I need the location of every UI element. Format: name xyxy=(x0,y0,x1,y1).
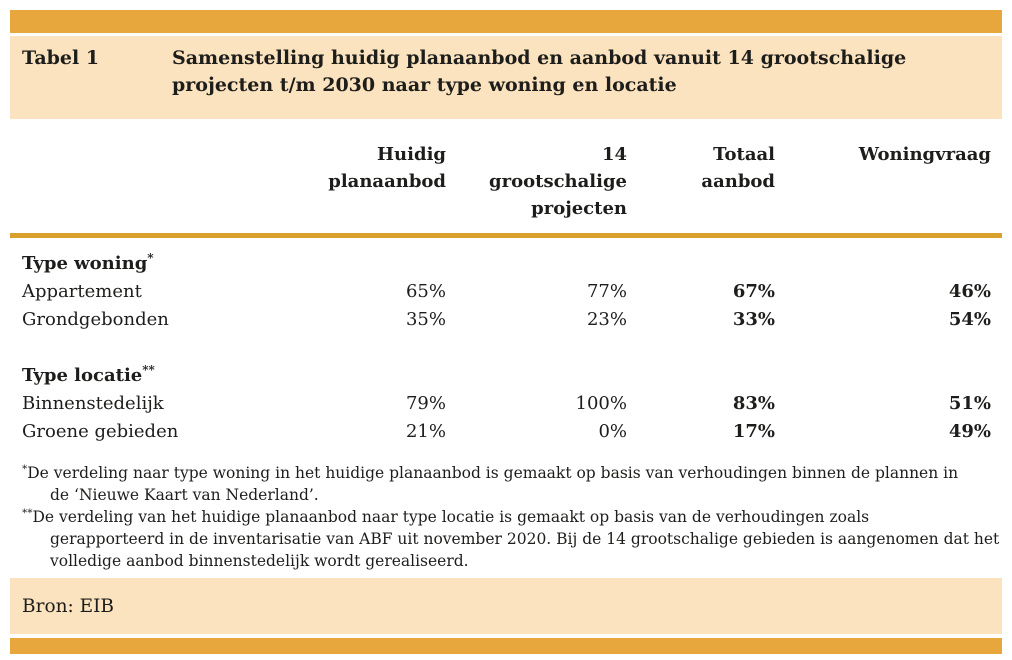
footnote-2: **De verdeling van het huidige planaanbo… xyxy=(22,506,1000,570)
section-gap xyxy=(10,334,1002,362)
header-divider-rule xyxy=(10,233,1002,238)
cell-value: 67% xyxy=(732,281,775,302)
empty-header-cell xyxy=(22,141,266,222)
footnote-1: *De verdeling naar type woning in het hu… xyxy=(22,462,959,504)
cell-value: 100% xyxy=(575,393,627,414)
column-header-14-grootschalige-projecten: 14 grootschalige projecten xyxy=(489,144,627,219)
section-header-row: Type woning* xyxy=(10,250,1002,278)
cell-value: 77% xyxy=(586,281,627,302)
table-title-line-2: projecten t/m 2030 naar type woning en l… xyxy=(172,74,677,96)
table-title-band: Tabel 1 Samenstelling huidig planaanbod … xyxy=(10,36,1002,119)
cell-value: 35% xyxy=(405,309,446,330)
table-number-label: Tabel 1 xyxy=(22,47,100,69)
row-label-grondgebonden: Grondgebonden xyxy=(22,309,169,330)
table-title-line-1: Samenstelling huidig planaanbod en aanbo… xyxy=(172,47,907,69)
table-row: Appartement 65% 77% 67% 46% xyxy=(10,278,1002,306)
column-header-totaal-aanbod: Totaal aanbod xyxy=(701,144,775,192)
source-band: Bron: EIB xyxy=(10,578,1002,634)
column-header-woningvraag: Woningvraag xyxy=(858,144,991,165)
cell-value: 46% xyxy=(948,281,991,302)
table-body: Type woning* Appartement 65% 77% 67% 46%… xyxy=(10,250,1002,446)
section-header-row: Type locatie** xyxy=(10,362,1002,390)
section-label-type-locatie: Type locatie** xyxy=(22,363,155,386)
table-title: Samenstelling huidig planaanbod en aanbo… xyxy=(172,45,906,99)
table-row: Binnenstedelijk 79% 100% 83% 51% xyxy=(10,390,1002,418)
cell-value: 54% xyxy=(948,309,991,330)
footnote-marker: ** xyxy=(22,506,33,519)
cell-value: 49% xyxy=(948,421,991,442)
footnote-marker: ** xyxy=(142,363,155,377)
table-column-headers: Huidig planaanbod 14 grootschalige proje… xyxy=(10,141,1002,222)
cell-value: 51% xyxy=(948,393,991,414)
footnote-marker: * xyxy=(147,251,154,265)
table-row: Groene gebieden 21% 0% 17% 49% xyxy=(10,418,1002,446)
cell-value: 23% xyxy=(586,309,627,330)
cell-value: 65% xyxy=(405,281,446,302)
cell-value: 33% xyxy=(732,309,775,330)
row-label-groene-gebieden: Groene gebieden xyxy=(22,421,179,442)
cell-value: 79% xyxy=(405,393,446,414)
bottom-accent-bar xyxy=(10,638,1002,654)
cell-value: 17% xyxy=(732,421,775,442)
footnote-marker: * xyxy=(22,462,28,475)
row-label-binnenstedelijk: Binnenstedelijk xyxy=(22,393,164,414)
column-header-huidig-planaanbod: Huidig planaanbod xyxy=(328,144,446,192)
cell-value: 0% xyxy=(598,421,627,442)
section-label-type-woning: Type woning* xyxy=(22,251,154,274)
cell-value: 83% xyxy=(732,393,775,414)
footnotes: *De verdeling naar type woning in het hu… xyxy=(10,462,1002,572)
source-text: Bron: EIB xyxy=(22,595,115,617)
row-label-appartement: Appartement xyxy=(22,281,142,302)
table-row: Grondgebonden 35% 23% 33% 54% xyxy=(10,306,1002,334)
top-accent-bar xyxy=(10,10,1002,33)
cell-value: 21% xyxy=(405,421,446,442)
